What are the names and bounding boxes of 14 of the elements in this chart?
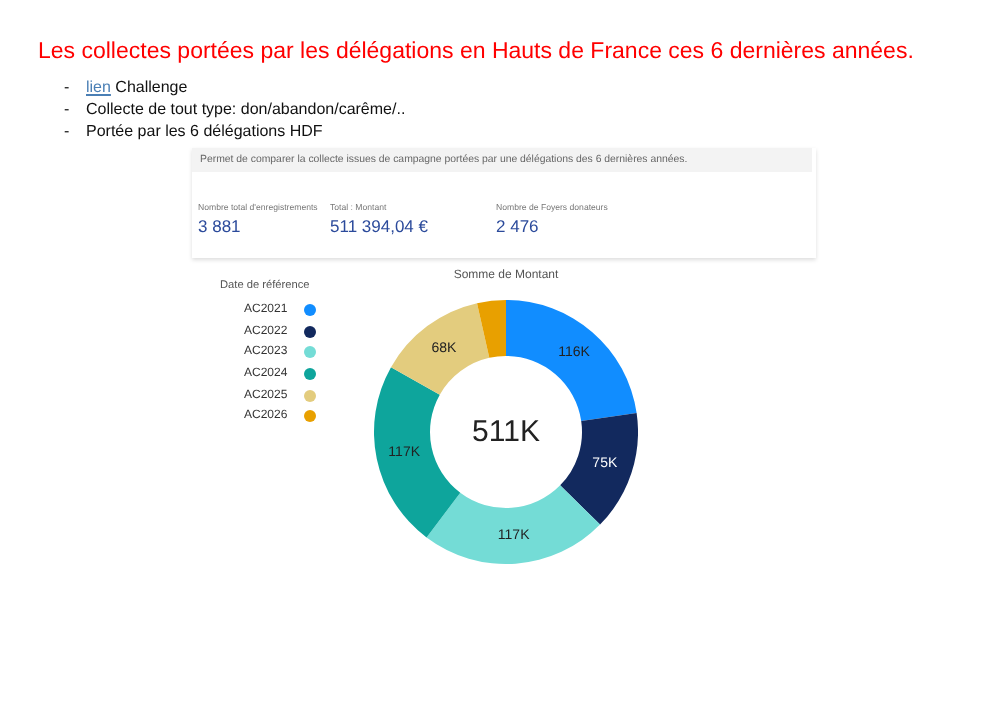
donut-slice: [560, 413, 638, 525]
donut-slice: [391, 303, 490, 395]
chart-title: Les collectes portées par les délégations en Hauts de France ces 6 dernières années.: [38, 40, 914, 64]
donut-slice: [374, 367, 461, 538]
text: 511 394,04 €: [330, 216, 428, 236]
text: - Collecte de tout type: don/abandon/carême/..: [64, 100, 406, 118]
text: 2 476: [496, 216, 539, 236]
donut-slice: [426, 485, 601, 564]
text: - Portée par les 6 délégations HDF: [64, 122, 323, 140]
text: - lien Challenge: [64, 78, 188, 96]
text: 3 881: [198, 216, 241, 236]
donut-slice: [506, 300, 637, 422]
text: 511K: [472, 415, 540, 449]
donut-slice: [477, 300, 506, 358]
